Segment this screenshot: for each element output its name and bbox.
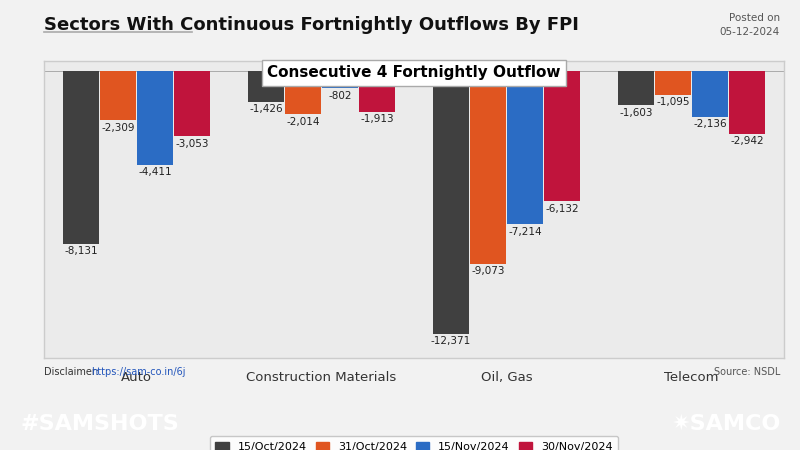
Bar — [138, 72, 173, 165]
Bar — [655, 72, 690, 94]
Text: -12,371: -12,371 — [431, 336, 471, 346]
Text: -2,309: -2,309 — [102, 123, 134, 133]
Text: -2,014: -2,014 — [286, 117, 320, 126]
Bar — [545, 72, 579, 202]
Bar — [249, 72, 283, 102]
Text: -2,136: -2,136 — [693, 119, 727, 129]
Bar — [359, 72, 394, 112]
Text: -1,095: -1,095 — [656, 97, 690, 107]
Text: -1,913: -1,913 — [360, 114, 394, 125]
Text: Source: NSDL: Source: NSDL — [714, 367, 780, 377]
Bar — [693, 72, 727, 117]
Text: #SAMSHOTS: #SAMSHOTS — [20, 414, 178, 434]
Text: Consecutive 4 Fortnightly Outflow: Consecutive 4 Fortnightly Outflow — [267, 65, 561, 80]
Bar — [63, 72, 98, 244]
Text: https://sam-co.in/6j: https://sam-co.in/6j — [91, 367, 186, 377]
Bar — [174, 72, 210, 136]
Text: Posted on
05-12-2024: Posted on 05-12-2024 — [720, 13, 780, 36]
Legend: 15/Oct/2024, 31/Oct/2024, 15/Nov/2024, 30/Nov/2024: 15/Oct/2024, 31/Oct/2024, 15/Nov/2024, 3… — [210, 436, 618, 450]
Text: -7,214: -7,214 — [508, 227, 542, 237]
Text: -6,132: -6,132 — [545, 204, 579, 214]
Text: -802: -802 — [328, 91, 352, 101]
Bar — [101, 72, 135, 120]
Text: ✷SAMCO: ✷SAMCO — [670, 414, 780, 434]
Text: Disclaimer:: Disclaimer: — [44, 367, 102, 377]
Bar — [286, 72, 321, 114]
Bar — [507, 72, 542, 225]
Bar — [470, 72, 506, 264]
Text: -2,942: -2,942 — [730, 136, 764, 146]
Text: -8,131: -8,131 — [64, 247, 98, 256]
Text: -1,603: -1,603 — [619, 108, 653, 118]
Text: -3,053: -3,053 — [175, 139, 209, 148]
Bar — [618, 72, 654, 105]
Text: -1,426: -1,426 — [249, 104, 283, 114]
Bar — [730, 72, 765, 134]
Text: Sectors With Continuous Fortnightly Outflows By FPI: Sectors With Continuous Fortnightly Outf… — [44, 16, 579, 34]
Text: -9,073: -9,073 — [471, 266, 505, 276]
Text: -4,411: -4,411 — [138, 167, 172, 177]
Bar — [322, 72, 358, 88]
Bar — [434, 72, 469, 334]
